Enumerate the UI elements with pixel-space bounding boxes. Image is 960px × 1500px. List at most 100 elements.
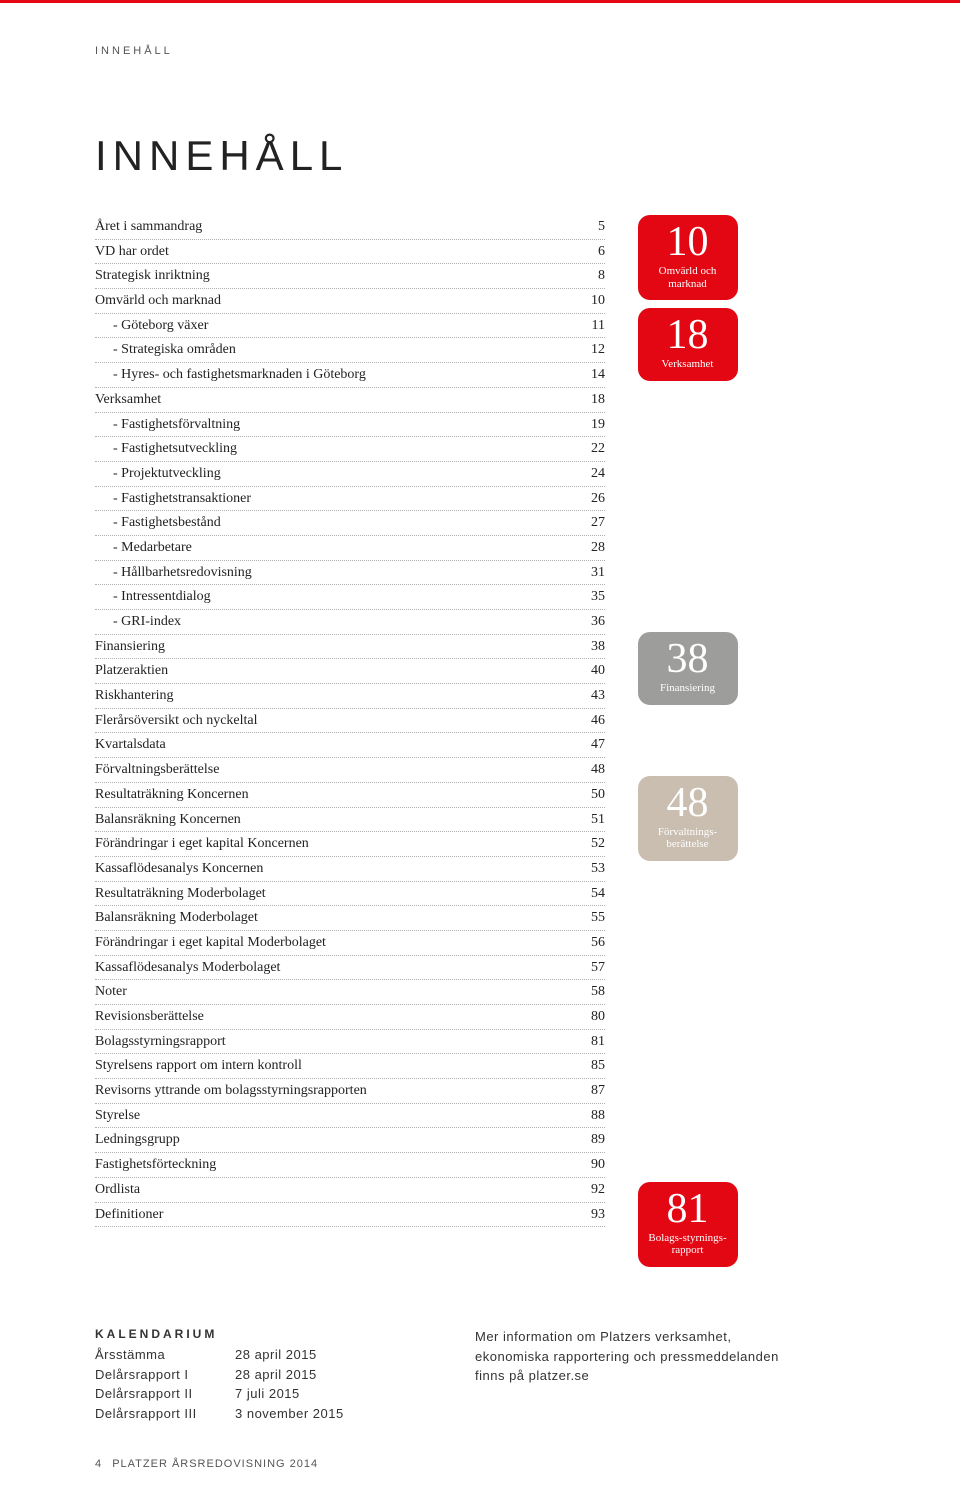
toc-row[interactable]: Ledningsgrupp89 [95,1128,605,1153]
toc-page-number: 80 [591,1006,605,1028]
toc-row[interactable]: - Fastighetstransaktioner26 [95,487,605,512]
toc-row[interactable]: Definitioner 93 [95,1203,605,1228]
toc-label: Förändringar i eget kapital Koncernen [95,833,581,855]
toc-page-number: 54 [591,883,605,905]
toc-row[interactable]: - Strategiska områden 12 [95,338,605,363]
toc-row[interactable]: - Projektutveckling 24 [95,462,605,487]
toc-page-number: 6 [598,241,605,263]
toc-label: Riskhantering [95,685,581,707]
toc-row[interactable]: Riskhantering43 [95,684,605,709]
info-line: Mer information om Platzers verksamhet, [475,1327,779,1347]
toc-row[interactable]: Kassaflödesanalys Koncernen53 [95,857,605,882]
toc-row[interactable]: Fastighetsförteckning90 [95,1153,605,1178]
toc-label: - Göteborg växer [95,315,582,337]
toc-row[interactable]: Kassaflödesanalys Moderbolaget57 [95,956,605,981]
kalendarium: KALENDARIUM Årsstämma28 april 2015Delårs… [95,1327,865,1423]
toc-row[interactable]: - Medarbetare28 [95,536,605,561]
toc-label: Definitioner [95,1204,581,1226]
section-badge[interactable]: 18Verksamhet [638,308,738,381]
kalendarium-title: KALENDARIUM [95,1327,415,1341]
toc-page-number: 8 [598,265,605,287]
toc-row[interactable]: Revisionsberättelse80 [95,1005,605,1030]
toc-row[interactable]: - GRI-index36 [95,610,605,635]
toc-label: Förvaltningsberättelse [95,759,581,781]
toc-label: - Projektutveckling [95,463,581,485]
toc-row[interactable]: Balansräkning Moderbolaget55 [95,906,605,931]
toc-row[interactable]: VD har ordet6 [95,240,605,265]
toc-row[interactable]: Förändringar i eget kapital Koncernen 52 [95,832,605,857]
toc-row[interactable]: Strategisk inriktning8 [95,264,605,289]
toc-row[interactable]: Flerårsöversikt och nyckeltal 46 [95,709,605,734]
toc-page-number: 12 [591,339,605,361]
toc-row[interactable]: Balansräkning Koncernen51 [95,808,605,833]
toc-page-number: 35 [591,586,605,608]
toc-label: Kvartalsdata [95,734,581,756]
toc-page-number: 55 [591,907,605,929]
toc-page-number: 93 [591,1204,605,1226]
event-date: 3 november 2015 [235,1404,344,1424]
toc-page-number: 85 [591,1055,605,1077]
event-date: 28 april 2015 [235,1345,317,1365]
toc-row[interactable]: - Göteborg växer11 [95,314,605,339]
toc-row[interactable]: Revisorns yttrande om bolagsstyrningsrap… [95,1079,605,1104]
toc-label: Flerårsöversikt och nyckeltal [95,710,581,732]
section-badge[interactable]: 10Omvärld och marknad [638,215,738,300]
toc-label: Balansräkning Koncernen [95,809,581,831]
toc-row[interactable]: Resultaträkning Moderbolaget54 [95,882,605,907]
toc-row[interactable]: Styrelse88 [95,1104,605,1129]
toc-page-number: 31 [591,562,605,584]
toc-label: Fastighetsförteckning [95,1154,581,1176]
toc-row[interactable]: Bolagsstyrningsrapport81 [95,1030,605,1055]
page-number: 4 [95,1458,102,1470]
event-date: 28 april 2015 [235,1365,317,1385]
toc-label: Omvärld och marknad [95,290,581,312]
toc-row[interactable]: - Hållbarhetsredovisning31 [95,561,605,586]
toc-page-number: 46 [591,710,605,732]
section-badge[interactable]: 38Finansiering [638,632,738,705]
toc-label: Kassaflödesanalys Koncernen [95,858,581,880]
toc-page-number: 48 [591,759,605,781]
toc-row[interactable]: Verksamhet18 [95,388,605,413]
toc-row[interactable]: Förvaltningsberättelse 48 [95,758,605,783]
toc-row[interactable]: - Hyres- och fastighetsmarknaden i Göteb… [95,363,605,388]
section-badge[interactable]: 48Förvaltnings-berättelse [638,776,738,861]
toc-label: - Strategiska områden [95,339,581,361]
toc-page-number: 81 [591,1031,605,1053]
page-container: INNEHÅLL INNEHÅLL Året i sammandrag5VD h… [0,0,960,1500]
toc-label: Förändringar i eget kapital Moderbolaget [95,932,581,954]
toc-row[interactable]: - Intressentdialog 35 [95,585,605,610]
toc-row[interactable]: Finansiering38 [95,635,605,660]
section-badges: 10Omvärld och marknad 18Verksamhet 38Finan… [635,215,740,1267]
toc-row[interactable]: Året i sammandrag5 [95,215,605,240]
toc-label: Styrelse [95,1105,581,1127]
toc-page-number: 52 [591,833,605,855]
toc-page-number: 56 [591,932,605,954]
toc-row[interactable]: - Fastighetsutveckling22 [95,437,605,462]
badge-label: Bolags-styrnings-rapport [644,1232,732,1257]
kalendarium-info: Mer information om Platzers verksamhet,e… [475,1327,779,1423]
toc-row[interactable]: Platzeraktien40 [95,659,605,684]
toc-row[interactable]: - Fastighetsbestånd27 [95,511,605,536]
kalendarium-row: Delårsrapport II7 juli 2015 [95,1384,415,1404]
toc-page-number: 27 [591,512,605,534]
running-header: INNEHÅLL [95,45,865,57]
toc-row[interactable]: Kvartalsdata47 [95,733,605,758]
toc-label: - GRI-index [95,611,581,633]
toc-page-number: 89 [591,1129,605,1151]
toc-label: - Intressentdialog [95,586,581,608]
section-badge[interactable]: 81Bolags-styrnings-rapport [638,1182,738,1267]
toc-row[interactable]: Resultaträkning Koncernen50 [95,783,605,808]
toc-page-number: 24 [591,463,605,485]
toc-row[interactable]: Ordlista92 [95,1178,605,1203]
toc-row[interactable]: Förändringar i eget kapital Moderbolaget… [95,931,605,956]
badge-number: 81 [644,1188,732,1230]
toc-row[interactable]: Noter58 [95,980,605,1005]
toc-label: Revisorns yttrande om bolagsstyrningsrap… [95,1080,581,1102]
toc-row[interactable]: Styrelsens rapport om intern kontroll85 [95,1054,605,1079]
toc-row[interactable]: Omvärld och marknad10 [95,289,605,314]
badge-label: Finansiering [644,682,732,695]
toc-row[interactable]: - Fastighetsförvaltning19 [95,413,605,438]
page-title: INNEHÅLL [95,132,865,180]
event-name: Delårsrapport III [95,1404,235,1424]
badge-number: 48 [644,782,732,824]
